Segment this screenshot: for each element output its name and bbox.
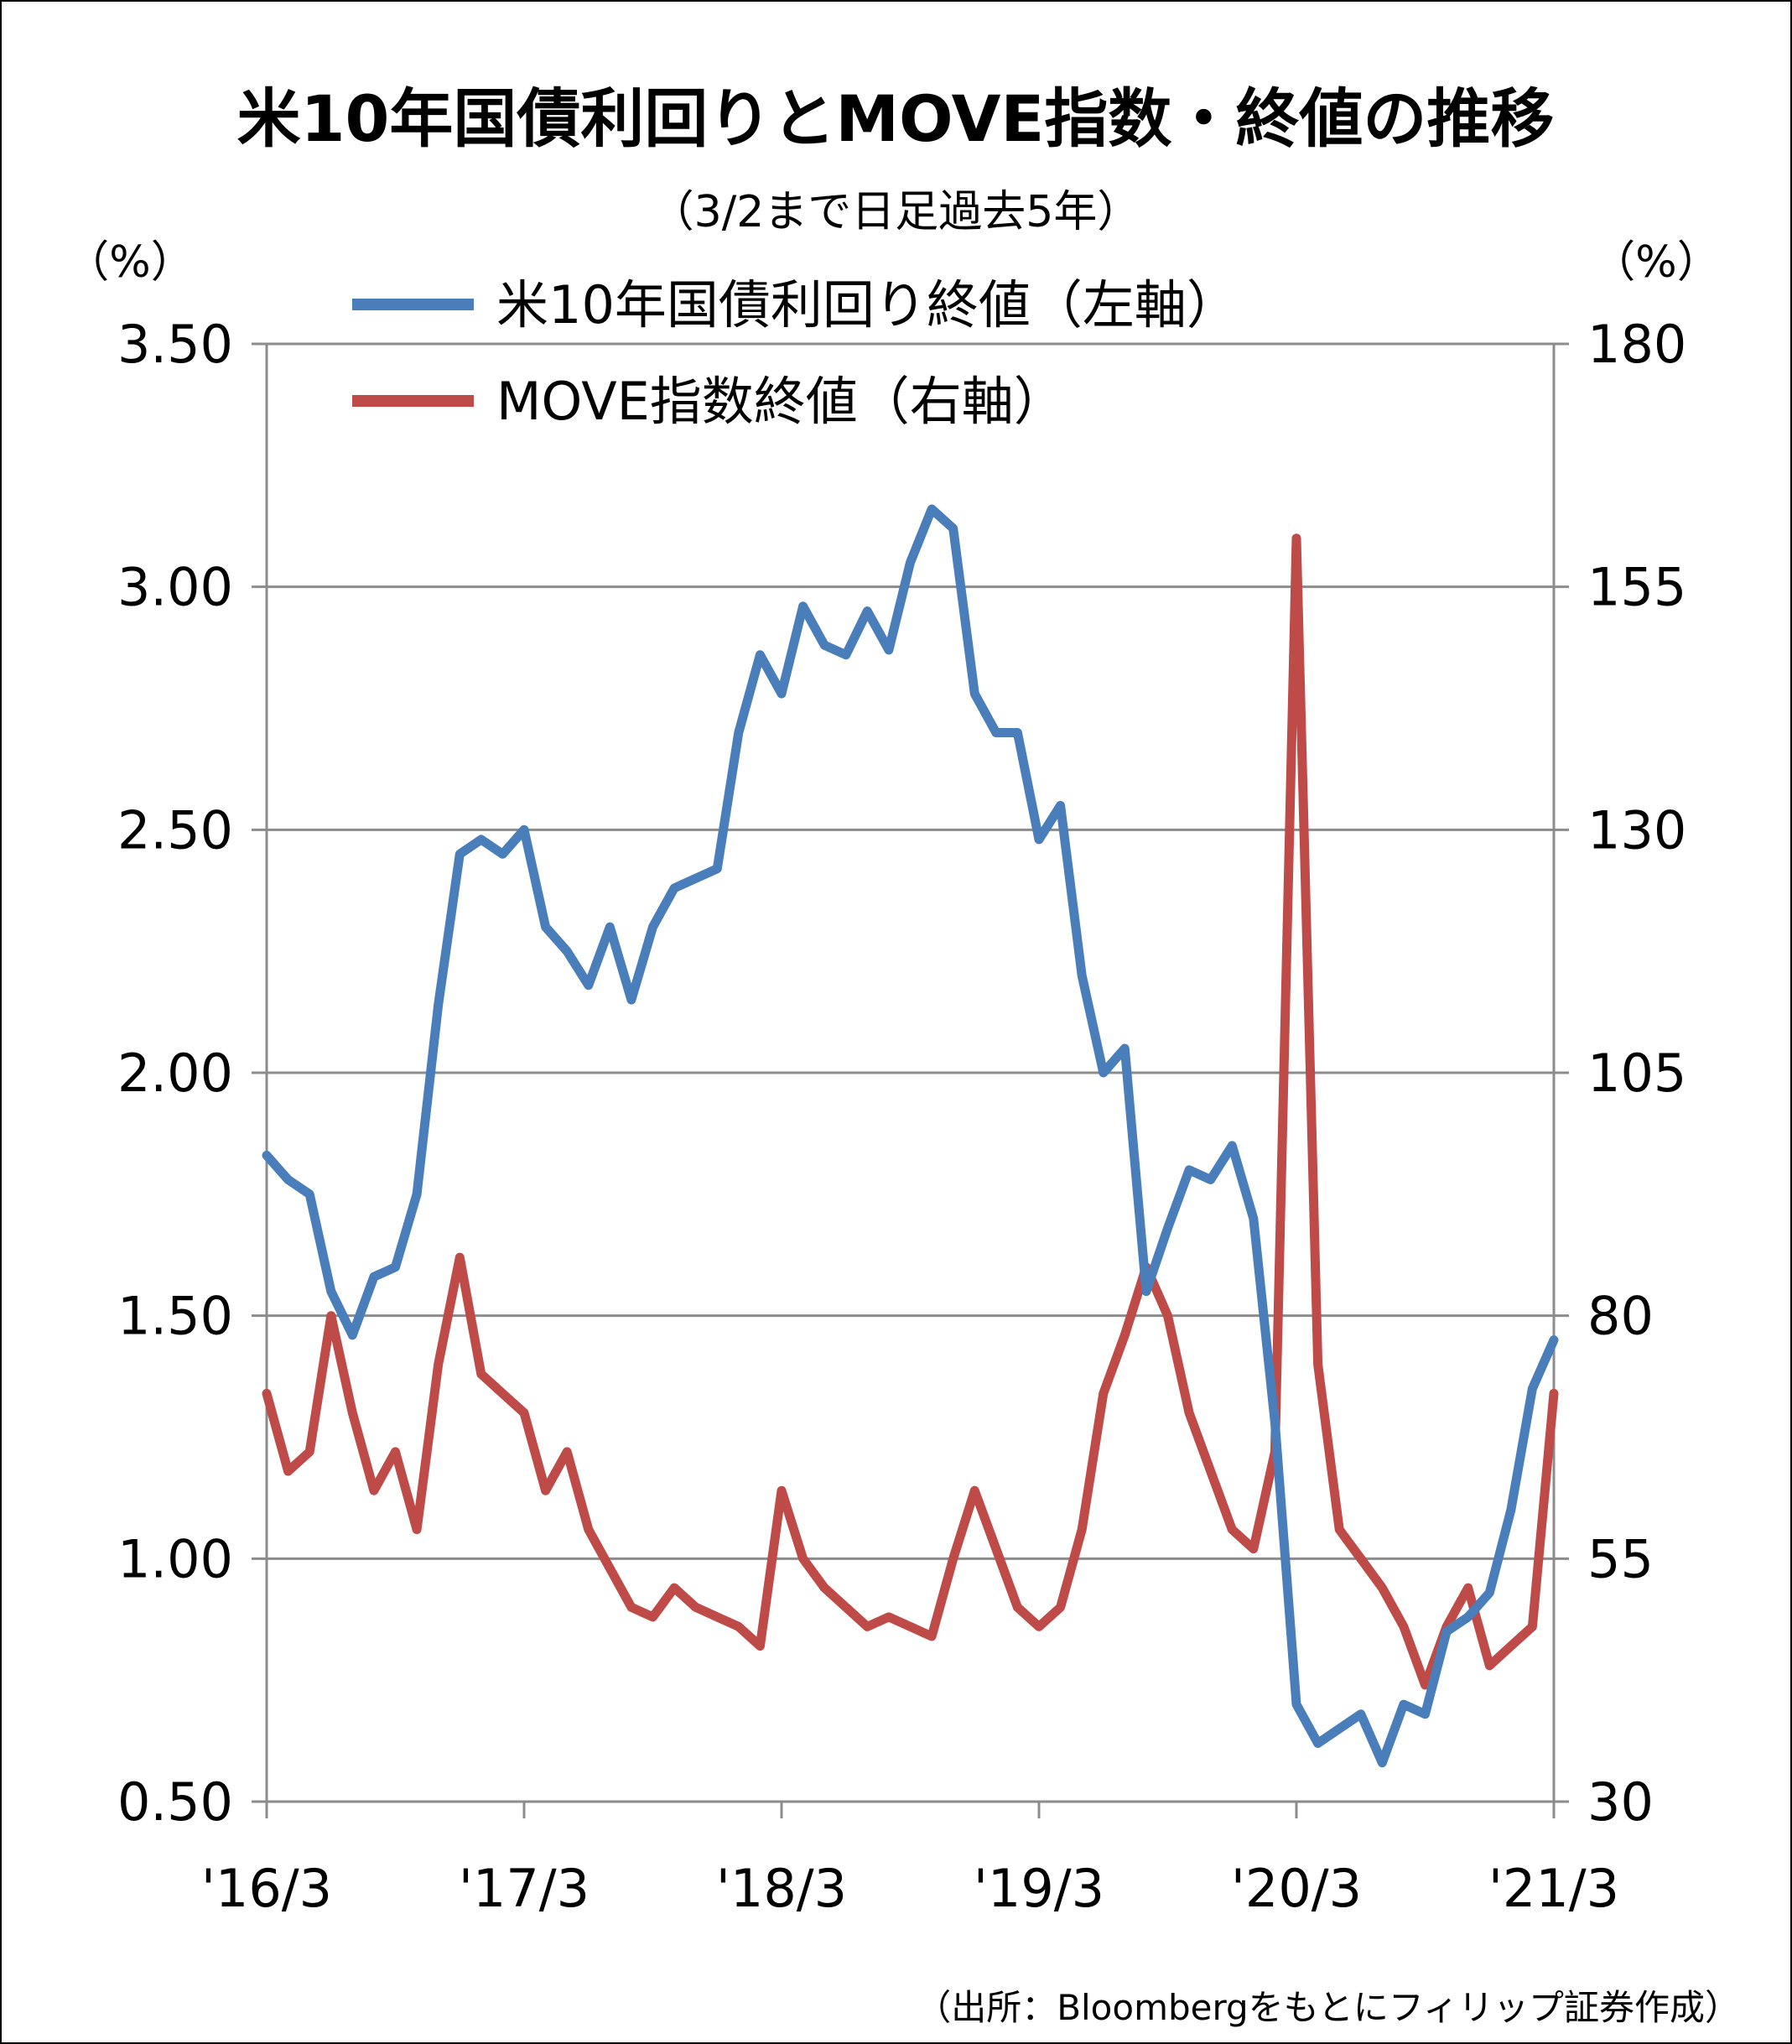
x-tick-label: '19/3 xyxy=(974,1858,1104,1919)
chart-title: 米10年国債利回りとMOVE指数・終値の推移 xyxy=(237,81,1555,156)
x-tick-label: '17/3 xyxy=(459,1858,590,1919)
legend-label-move: MOVE指数終値（右軸） xyxy=(496,371,1066,432)
move-index-line xyxy=(262,533,1559,1690)
left-tick-label: 1.00 xyxy=(117,1528,233,1589)
right-tick-label: 180 xyxy=(1587,314,1686,375)
left-tick-label: 3.50 xyxy=(117,314,233,375)
legend: 米10年国債利回り終値（左軸） MOVE指数終値（右軸） xyxy=(352,274,1239,432)
left-tick-label: 2.50 xyxy=(117,799,233,861)
right-axis-unit: （%） xyxy=(1592,237,1720,288)
left-tick-label: 2.00 xyxy=(117,1043,233,1104)
right-tick-label: 155 xyxy=(1587,557,1686,618)
x-tick-label: '16/3 xyxy=(201,1858,332,1919)
left-axis-unit: （%） xyxy=(65,237,194,288)
right-tick-label: 30 xyxy=(1587,1771,1654,1833)
x-tick-label: '20/3 xyxy=(1231,1858,1362,1919)
legend-label-yield: 米10年国債利回り終値（左軸） xyxy=(496,274,1239,335)
right-tick-label: 55 xyxy=(1587,1528,1654,1589)
left-axis-ticks: 0.50 1.00 1.50 2.00 2.50 3.00 3.50 xyxy=(117,314,267,1833)
gridlines xyxy=(267,342,1554,1560)
source-note: （出所：Bloombergをもとにフィリップ証券作成） xyxy=(916,1987,1740,2028)
left-tick-label: 1.50 xyxy=(117,1286,233,1347)
x-tick-label: '21/3 xyxy=(1488,1858,1619,1919)
right-tick-label: 105 xyxy=(1587,1043,1686,1104)
x-axis-ticks: '16/3 '17/3 '18/3 '19/3 '20/3 '21/3 xyxy=(201,1802,1619,1919)
left-tick-label: 3.00 xyxy=(117,557,233,618)
series-lines xyxy=(262,504,1559,1768)
right-tick-label: 130 xyxy=(1587,799,1686,861)
treasury-yield-line xyxy=(262,504,1559,1768)
right-tick-label: 80 xyxy=(1587,1286,1654,1347)
left-tick-label: 0.50 xyxy=(117,1771,233,1833)
x-tick-label: '18/3 xyxy=(716,1858,847,1919)
chart-subtitle: （3/2まで日足過去5年） xyxy=(651,187,1141,237)
right-axis-ticks: 30 55 80 105 130 155 180 xyxy=(1554,314,1686,1833)
